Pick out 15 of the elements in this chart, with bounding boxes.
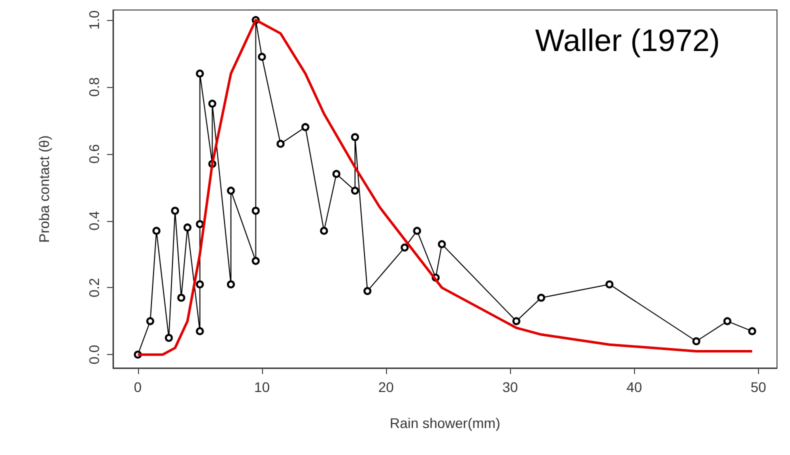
x-tick-label: 20 xyxy=(378,379,394,395)
y-tick-label: 0.2 xyxy=(86,278,102,298)
y-axis-title: Proba contact (θ) xyxy=(36,135,52,243)
annotation: Waller (1972) xyxy=(535,23,720,58)
y-tick-label: 0.0 xyxy=(86,344,102,364)
y-tick-label: 0.4 xyxy=(86,210,102,231)
y-tick-label: 1.0 xyxy=(86,10,102,30)
x-tick-label: 30 xyxy=(502,379,518,395)
x-tick-label: 10 xyxy=(254,379,270,395)
x-tick-label: 0 xyxy=(134,379,142,395)
x-tick-label: 40 xyxy=(626,379,642,395)
y-tick-label: 0.6 xyxy=(86,144,102,164)
y-tick-label: 0.8 xyxy=(86,77,102,97)
x-tick-label: 50 xyxy=(750,379,766,395)
x-axis-title: Rain shower(mm) xyxy=(390,415,500,431)
